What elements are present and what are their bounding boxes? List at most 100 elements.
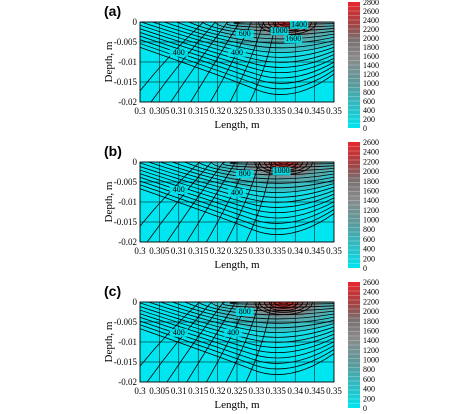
colorbar-tick-label: 800 xyxy=(363,225,375,234)
colorbar-tick-label: 400 xyxy=(363,106,375,115)
colorbar-tick-label: 2600 xyxy=(363,278,379,287)
contour-line xyxy=(225,302,260,382)
contour-line xyxy=(245,302,272,382)
colorbar-tick-label: 1000 xyxy=(363,79,379,88)
contour-line xyxy=(225,162,260,242)
y-tick-label: -0.015 xyxy=(114,217,138,227)
contour-label-bg xyxy=(272,167,291,176)
x-tick-label: 0.345 xyxy=(304,386,325,396)
y-tick-label: -0.01 xyxy=(118,337,137,347)
y-tick-label: -0.02 xyxy=(118,237,137,247)
contour-ring xyxy=(273,302,294,307)
colorbar-tick-label: 2600 xyxy=(363,138,379,147)
contour-line xyxy=(233,22,334,25)
contour-line xyxy=(214,22,334,32)
contour-label-bg xyxy=(169,186,188,194)
contour-line xyxy=(229,162,334,165)
y-tick-label: 0 xyxy=(133,297,138,307)
contour-line xyxy=(226,22,334,28)
contour-label: 400 xyxy=(173,185,185,194)
x-tick-label: 0.315 xyxy=(188,106,209,116)
contour-line xyxy=(166,162,224,242)
colorbar-tick-label: 0 xyxy=(363,124,367,133)
contour-label: 800 xyxy=(239,169,251,178)
colorbar-tick-label: 800 xyxy=(363,88,375,97)
y-axis-title: Depth, m xyxy=(103,41,115,82)
y-tick-label: 0 xyxy=(133,157,138,167)
colorbar-tick-label: 2400 xyxy=(363,148,379,157)
colorbar-tick-label: 1000 xyxy=(363,216,379,225)
colorbar-bands xyxy=(348,6,360,124)
x-tick-label: 0.33 xyxy=(249,246,265,256)
x-tick-label: 0.35 xyxy=(326,246,342,256)
contour-line xyxy=(140,162,334,198)
contour-label: 1400 xyxy=(291,20,307,29)
colorbar-tick-label: 1600 xyxy=(363,186,379,195)
colorbar-tick-label: 600 xyxy=(363,375,375,384)
colorbar-tick-label: 400 xyxy=(363,245,375,254)
colorbar-tick-label: 1400 xyxy=(363,196,379,205)
contour-line xyxy=(222,302,334,308)
colorbar-tick-label: 200 xyxy=(363,254,375,263)
contour-line xyxy=(140,46,334,95)
contour-label-bg xyxy=(235,170,254,178)
y-axis-title: Depth, m xyxy=(103,181,115,222)
x-tick-label: 0.305 xyxy=(149,106,170,116)
x-tick-label: 0.325 xyxy=(227,246,248,256)
colorbar-tick-label: 1800 xyxy=(363,177,379,186)
y-tick-label: -0.02 xyxy=(118,97,137,107)
x-tick-label: 0.34 xyxy=(287,246,303,256)
contour-line xyxy=(140,24,334,63)
plot-frame xyxy=(139,301,335,383)
contour-label: 400 xyxy=(231,48,243,57)
contour-ring xyxy=(254,302,313,315)
contour-label: 1600 xyxy=(285,34,301,43)
x-tick-label: 0.31 xyxy=(171,106,187,116)
contour-ring xyxy=(282,22,293,25)
contour-line xyxy=(140,43,334,90)
x-tick-label: 0.35 xyxy=(326,386,342,396)
contour-line xyxy=(188,22,334,40)
contour-line xyxy=(140,173,334,214)
x-tick-label: 0.31 xyxy=(171,246,187,256)
colorbar-tick-label: 2000 xyxy=(363,307,379,316)
contour-line xyxy=(140,306,334,343)
contour-line xyxy=(170,22,228,102)
colorbar-tick-label: 1200 xyxy=(363,70,379,79)
plot-frame xyxy=(139,21,335,103)
colorbar-tick-label: 1800 xyxy=(363,43,379,52)
panel-label: (c) xyxy=(104,283,121,299)
colorbar-tick-label: 2800 xyxy=(363,0,379,7)
y-tick-label: -0.005 xyxy=(114,37,138,47)
contour-label-bg xyxy=(228,48,246,57)
colorbar-tick-label: 0 xyxy=(363,264,367,273)
colorbar-tick-label: 1000 xyxy=(363,356,379,365)
contour-line xyxy=(140,39,334,84)
colorbar-tick-label: 200 xyxy=(363,115,375,124)
contour-line xyxy=(150,22,216,102)
x-axis-title: Length, m xyxy=(214,399,260,411)
x-tick-label: 0.32 xyxy=(210,246,226,256)
contour-line xyxy=(148,162,334,193)
contour-line xyxy=(140,309,334,348)
contour-label: 600 xyxy=(239,29,251,38)
y-tick-label: -0.02 xyxy=(118,377,137,387)
contour-label-bg xyxy=(224,328,243,337)
y-tick-label: -0.01 xyxy=(118,57,137,67)
y-axis-title: Depth, m xyxy=(103,321,115,362)
contour-line xyxy=(148,302,334,333)
x-tick-label: 0.345 xyxy=(304,246,325,256)
contour-line xyxy=(140,328,334,375)
x-tick-label: 0.3 xyxy=(134,106,146,116)
plot-frame xyxy=(139,161,335,243)
x-tick-label: 0.3 xyxy=(134,246,146,256)
contour-line xyxy=(222,162,334,168)
colorbar-tick-label: 2200 xyxy=(363,297,379,306)
colorbar-bands xyxy=(348,286,360,404)
contour-line xyxy=(152,22,334,53)
contour-line xyxy=(186,162,236,242)
contour-line xyxy=(140,35,334,79)
contour-ring xyxy=(278,162,289,165)
colorbar-tick-label: 2000 xyxy=(363,34,379,43)
contour-lines xyxy=(140,162,334,242)
